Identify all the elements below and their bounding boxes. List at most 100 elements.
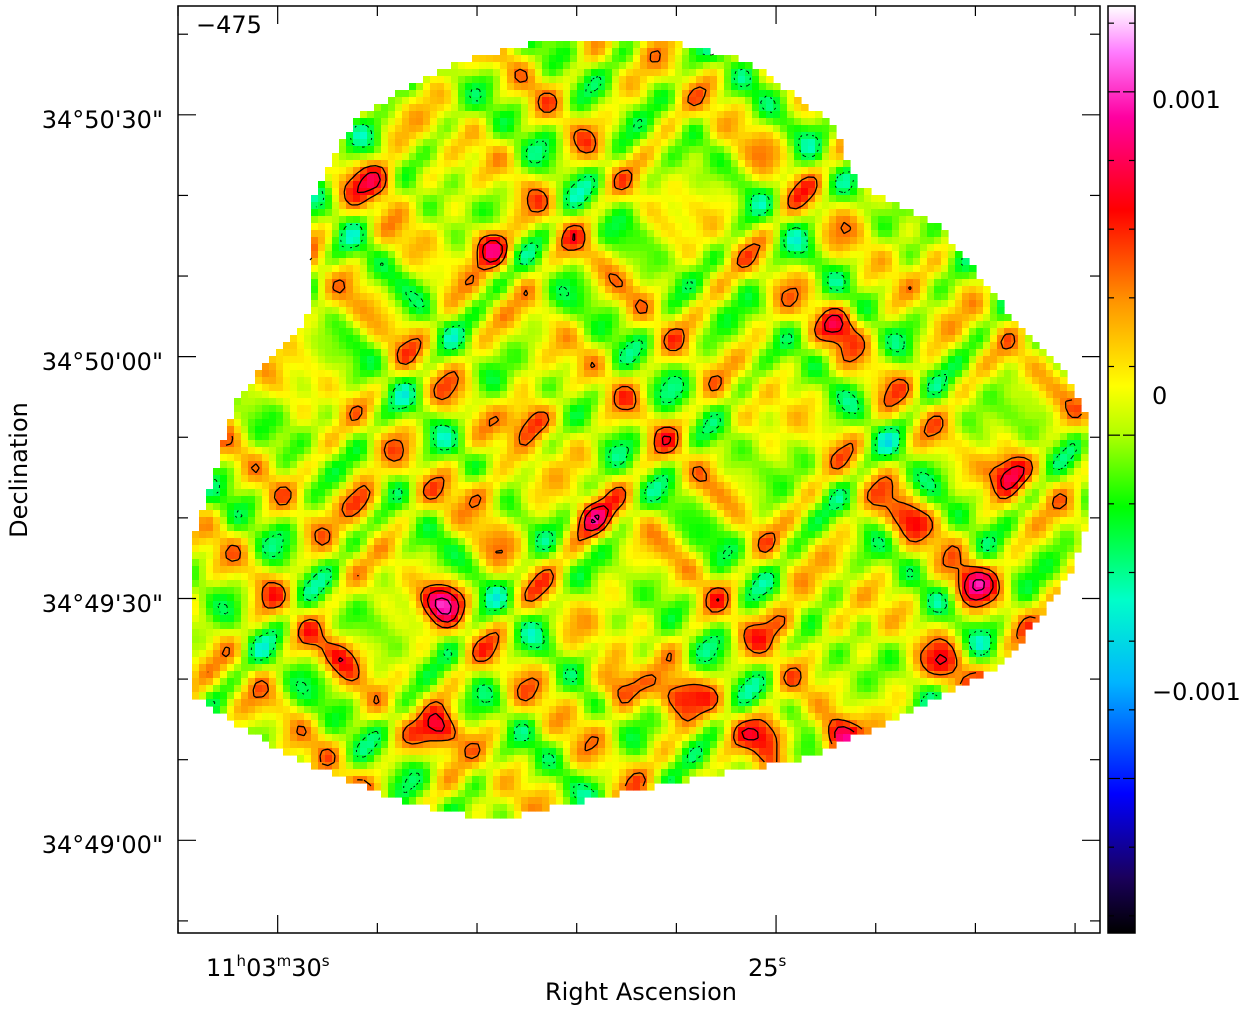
heatmap-cell xyxy=(689,62,697,70)
heatmap-cell xyxy=(731,335,739,343)
heatmap-cell xyxy=(493,125,501,133)
heatmap-cell xyxy=(710,349,718,357)
heatmap-cell xyxy=(325,398,333,406)
heatmap-cell xyxy=(745,111,753,119)
heatmap-cell xyxy=(549,293,557,301)
heatmap-cell xyxy=(787,97,795,105)
heatmap-cell xyxy=(815,279,823,287)
heatmap-cell xyxy=(514,391,522,399)
heatmap-cell xyxy=(815,132,823,140)
heatmap-cell xyxy=(311,391,319,399)
heatmap-cell xyxy=(500,342,508,350)
heatmap-cell xyxy=(815,349,823,357)
heatmap-cell xyxy=(689,153,697,161)
heatmap-cell xyxy=(437,76,445,84)
heatmap-cell xyxy=(381,160,389,168)
heatmap-cell xyxy=(444,111,452,119)
heatmap-cell xyxy=(759,419,767,427)
heatmap-cell xyxy=(346,370,354,378)
heatmap-cell xyxy=(857,433,865,441)
heatmap-cell xyxy=(507,363,515,371)
heatmap-cell xyxy=(794,342,802,350)
heatmap-cell xyxy=(633,237,641,245)
heatmap-cell xyxy=(472,405,480,413)
heatmap-cell xyxy=(409,209,417,217)
heatmap-cell xyxy=(885,314,893,322)
heatmap-cell xyxy=(500,265,508,273)
heatmap-cell xyxy=(605,244,613,252)
heatmap-cell xyxy=(738,90,746,98)
heatmap-cell xyxy=(437,440,445,448)
heatmap-cell xyxy=(458,216,466,224)
heatmap-cell xyxy=(885,335,893,343)
heatmap-cell xyxy=(738,244,746,252)
heatmap-cell xyxy=(612,90,620,98)
heatmap-cell xyxy=(682,279,690,287)
heatmap-cell xyxy=(423,307,431,315)
heatmap-cell xyxy=(577,41,585,49)
heatmap-cell xyxy=(1067,433,1075,441)
heatmap-cell xyxy=(451,104,459,112)
heatmap-cell xyxy=(388,111,396,119)
heatmap-cell xyxy=(682,223,690,231)
heatmap-cell xyxy=(640,370,648,378)
heatmap-cell xyxy=(724,244,732,252)
heatmap-cell xyxy=(829,230,837,238)
heatmap-cell xyxy=(444,216,452,224)
heatmap-cell xyxy=(549,188,557,196)
heatmap-cell xyxy=(591,321,599,329)
heatmap-cell xyxy=(626,433,634,441)
heatmap-cell xyxy=(626,139,634,147)
heatmap-cell xyxy=(416,153,424,161)
heatmap-cell xyxy=(815,209,823,217)
heatmap-cell xyxy=(738,216,746,224)
heatmap-cell xyxy=(668,258,676,266)
heatmap-cell xyxy=(899,377,907,385)
heatmap-cell xyxy=(822,335,830,343)
heatmap-cell xyxy=(710,139,718,147)
heatmap-cell xyxy=(710,384,718,392)
heatmap-cell xyxy=(808,237,816,245)
heatmap-cell xyxy=(437,370,445,378)
heatmap-cell xyxy=(325,195,333,203)
heatmap-cell xyxy=(374,321,382,329)
heatmap-cell xyxy=(395,265,403,273)
heatmap-cell xyxy=(850,335,858,343)
heatmap-cell xyxy=(318,370,326,378)
heatmap-cell xyxy=(801,104,809,112)
heatmap-cell xyxy=(927,384,935,392)
heatmap-cell xyxy=(549,230,557,238)
heatmap-cell xyxy=(899,384,907,392)
heatmap-cell xyxy=(668,104,676,112)
heatmap-cell xyxy=(346,384,354,392)
heatmap-cell xyxy=(654,300,662,308)
heatmap-cell xyxy=(920,349,928,357)
heatmap-cell xyxy=(528,405,536,413)
heatmap-cell xyxy=(997,321,1005,329)
heatmap-cell xyxy=(668,265,676,273)
heatmap-cell xyxy=(647,83,655,91)
heatmap-cell xyxy=(451,335,459,343)
heatmap-cell xyxy=(402,412,410,420)
heatmap-cell xyxy=(640,426,648,434)
heatmap-cell xyxy=(584,272,592,280)
heatmap-cell xyxy=(976,293,984,301)
heatmap-cell xyxy=(507,335,515,343)
heatmap-cell xyxy=(605,237,613,245)
heatmap-cell xyxy=(829,195,837,203)
heatmap-cell xyxy=(633,111,641,119)
heatmap-cell xyxy=(542,349,550,357)
heatmap-cell xyxy=(682,118,690,126)
heatmap-cell xyxy=(563,265,571,273)
heatmap-cell xyxy=(710,265,718,273)
heatmap-cell xyxy=(955,363,963,371)
heatmap-cell xyxy=(822,433,830,441)
heatmap-cell xyxy=(633,48,641,56)
heatmap-cell xyxy=(675,195,683,203)
heatmap-cell xyxy=(500,335,508,343)
heatmap-cell xyxy=(493,146,501,154)
heatmap-cell xyxy=(962,363,970,371)
heatmap-cell xyxy=(675,55,683,63)
heatmap-cell xyxy=(619,76,627,84)
heatmap-cell xyxy=(871,251,879,259)
